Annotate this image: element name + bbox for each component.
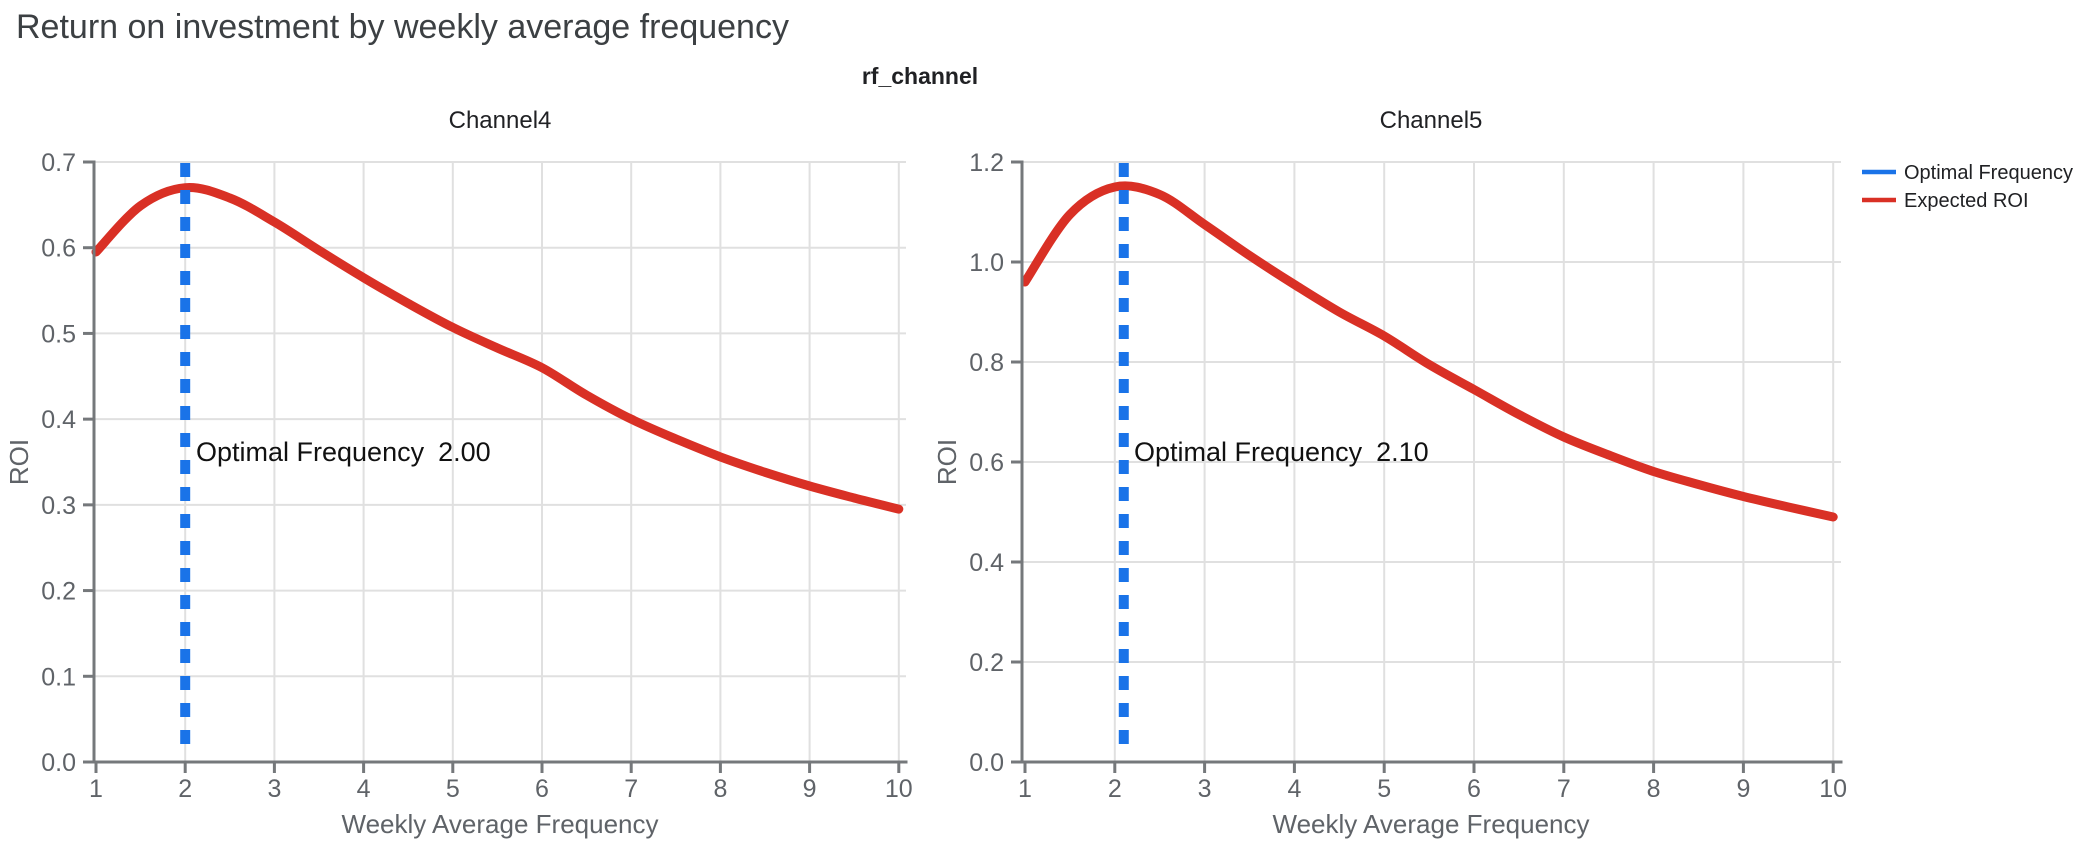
optimal-frequency-annotation-channel4: Optimal Frequency 2.00 xyxy=(196,437,491,467)
subplot-title-channel4: Channel4 xyxy=(449,107,552,134)
x-tick-label: 2 xyxy=(178,775,192,803)
x-tick-label: 10 xyxy=(1819,775,1847,803)
y-tick-label: 0.7 xyxy=(41,149,76,177)
figure-title: Return on investment by weekly average f… xyxy=(16,8,789,46)
y-tick-label: 1.0 xyxy=(969,249,1004,277)
x-tick-label: 5 xyxy=(446,775,460,803)
x-axis-title-channel4: Weekly Average Frequency xyxy=(342,809,659,839)
y-axis-title-channel5: ROI xyxy=(932,439,962,485)
y-tick-label: 0.3 xyxy=(41,492,76,520)
facet-title: rf_channel xyxy=(862,63,978,89)
y-tick-label: 1.2 xyxy=(969,149,1004,177)
x-tick-label: 1 xyxy=(1018,775,1032,803)
x-tick-label: 4 xyxy=(357,775,371,803)
x-tick-label: 7 xyxy=(1557,775,1571,803)
annotation-label: Optimal Frequency xyxy=(196,437,425,467)
x-tick-label: 9 xyxy=(803,775,817,803)
y-tick-label: 0.0 xyxy=(41,749,76,777)
x-tick-label: 3 xyxy=(267,775,281,803)
y-tick-label: 0.6 xyxy=(969,449,1004,477)
expected-roi-curve xyxy=(1020,181,1838,522)
x-tick-label: 6 xyxy=(535,775,549,803)
subplot-title-channel5: Channel5 xyxy=(1380,107,1483,134)
x-tick-label: 7 xyxy=(624,775,638,803)
x-tick-label: 2 xyxy=(1108,775,1122,803)
expected-roi-legend-label: Expected ROI xyxy=(1904,190,2029,212)
subplot-channel4: 0.0 0.1 0.2 0.3 0.4 0.5 0.6 0.7 1 2 3 4 5 6 7 8 9 10 xyxy=(41,149,912,803)
y-tick-label: 0.2 xyxy=(969,649,1004,677)
y-axis-title-channel4: ROI xyxy=(4,439,34,485)
expected-roi-curve xyxy=(91,183,904,514)
x-tick-label: 3 xyxy=(1198,775,1212,803)
legend: Optimal Frequency Expected ROI xyxy=(1862,162,2073,212)
x-axis-title-channel5: Weekly Average Frequency xyxy=(1273,809,1590,839)
optimal-frequency-legend-label: Optimal Frequency xyxy=(1904,162,2073,184)
x-tick-label: 5 xyxy=(1377,775,1391,803)
y-tick-label: 0.5 xyxy=(41,320,76,348)
y-tick-label: 0.6 xyxy=(41,235,76,263)
x-tick-label: 6 xyxy=(1467,775,1481,803)
x-tick-label: 9 xyxy=(1736,775,1750,803)
subplot-channel5: 0.0 0.2 0.4 0.6 0.8 1.0 1.2 1 2 3 4 5 6 7 8 9 10 xyxy=(969,149,1847,803)
y-tick-label: 0.1 xyxy=(41,663,76,691)
y-tick-label: 0.4 xyxy=(41,406,76,434)
x-tick-label: 8 xyxy=(1647,775,1661,803)
x-tick-label: 8 xyxy=(713,775,727,803)
annotation-value: 2.00 xyxy=(438,437,491,467)
x-tick-label: 10 xyxy=(885,775,913,803)
y-tick-label: 0.0 xyxy=(969,749,1004,777)
optimal-frequency-annotation-channel5: Optimal Frequency 2.10 xyxy=(1134,437,1429,467)
annotation-value: 2.10 xyxy=(1376,437,1429,467)
annotation-label: Optimal Frequency xyxy=(1134,437,1363,467)
y-tick-label: 0.8 xyxy=(969,349,1004,377)
x-tick-label: 1 xyxy=(89,775,103,803)
y-tick-label: 0.4 xyxy=(969,549,1004,577)
y-tick-label: 0.2 xyxy=(41,578,76,606)
x-tick-label: 4 xyxy=(1287,775,1301,803)
